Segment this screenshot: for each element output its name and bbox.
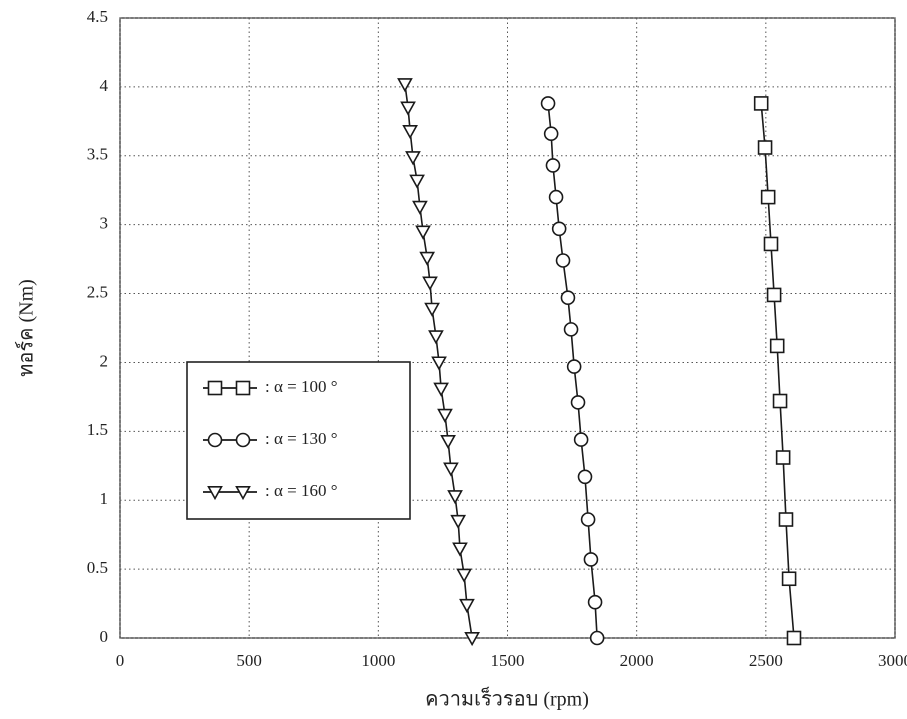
marker (759, 141, 772, 154)
marker (771, 339, 784, 352)
series-line (761, 103, 794, 638)
y-tick-label: 4 (100, 76, 109, 95)
legend-label: : α = 100 ° (265, 377, 338, 396)
marker (591, 632, 604, 645)
marker (402, 102, 415, 114)
x-tick-label: 1500 (491, 651, 525, 670)
y-tick-label: 2 (100, 351, 109, 370)
marker (557, 254, 570, 267)
y-tick-label: 1 (100, 489, 109, 508)
marker (458, 569, 471, 581)
y-tick-label: 3 (100, 214, 109, 233)
marker (429, 331, 442, 343)
marker (579, 470, 592, 483)
marker (404, 126, 417, 138)
marker (435, 383, 448, 395)
marker (417, 226, 430, 238)
marker (421, 253, 434, 265)
marker (553, 222, 566, 235)
marker (777, 451, 790, 464)
marker (398, 79, 411, 91)
marker (444, 463, 457, 475)
marker (568, 360, 581, 373)
marker (783, 572, 796, 585)
y-tick-label: 2.5 (87, 282, 108, 301)
marker (561, 291, 574, 304)
y-axis-label: ทอร์ค (Nm) (15, 279, 38, 377)
marker (550, 191, 563, 204)
y-tick-label: 4.5 (87, 7, 108, 26)
x-tick-label: 1000 (361, 651, 395, 670)
marker (438, 410, 451, 422)
marker (545, 127, 558, 140)
x-axis-label: ความเร็วรอบ (rpm) (425, 686, 589, 711)
marker (426, 304, 439, 316)
marker (765, 237, 778, 250)
marker (584, 553, 597, 566)
marker (572, 396, 585, 409)
marker (411, 175, 424, 187)
chart: ความเร็วรอบ (rpm) ทอร์ค (Nm) 0 500 1000 150… (0, 0, 907, 719)
marker (424, 277, 437, 289)
marker (460, 600, 473, 612)
legend-label: : α = 160 ° (265, 481, 338, 500)
marker (413, 202, 426, 214)
legend-marker (209, 434, 222, 447)
marker (453, 543, 466, 555)
marker (779, 513, 792, 526)
marker (755, 97, 768, 110)
legend-label: : α = 130 ° (265, 429, 338, 448)
y-tick-label: 0.5 (87, 558, 108, 577)
y-tick-label: 0 (100, 627, 109, 646)
marker (466, 633, 479, 645)
marker (449, 491, 462, 503)
marker (762, 191, 775, 204)
marker (452, 516, 465, 528)
marker (774, 395, 787, 408)
legend-marker (237, 382, 250, 395)
marker (768, 288, 781, 301)
marker (406, 152, 419, 164)
x-tick-label: 500 (236, 651, 262, 670)
marker (575, 433, 588, 446)
marker (542, 97, 555, 110)
marker (582, 513, 595, 526)
y-tick-label: 3.5 (87, 145, 108, 164)
marker (565, 323, 578, 336)
x-tick-label: 2000 (620, 651, 654, 670)
marker (546, 159, 559, 172)
marker (442, 436, 455, 448)
x-tick-label: 0 (116, 651, 125, 670)
legend-marker (209, 382, 222, 395)
legend-marker (237, 434, 250, 447)
y-tick-label: 1.5 (87, 420, 108, 439)
marker (589, 596, 602, 609)
x-tick-label: 2500 (749, 651, 783, 670)
marker (433, 357, 446, 369)
marker (787, 632, 800, 645)
